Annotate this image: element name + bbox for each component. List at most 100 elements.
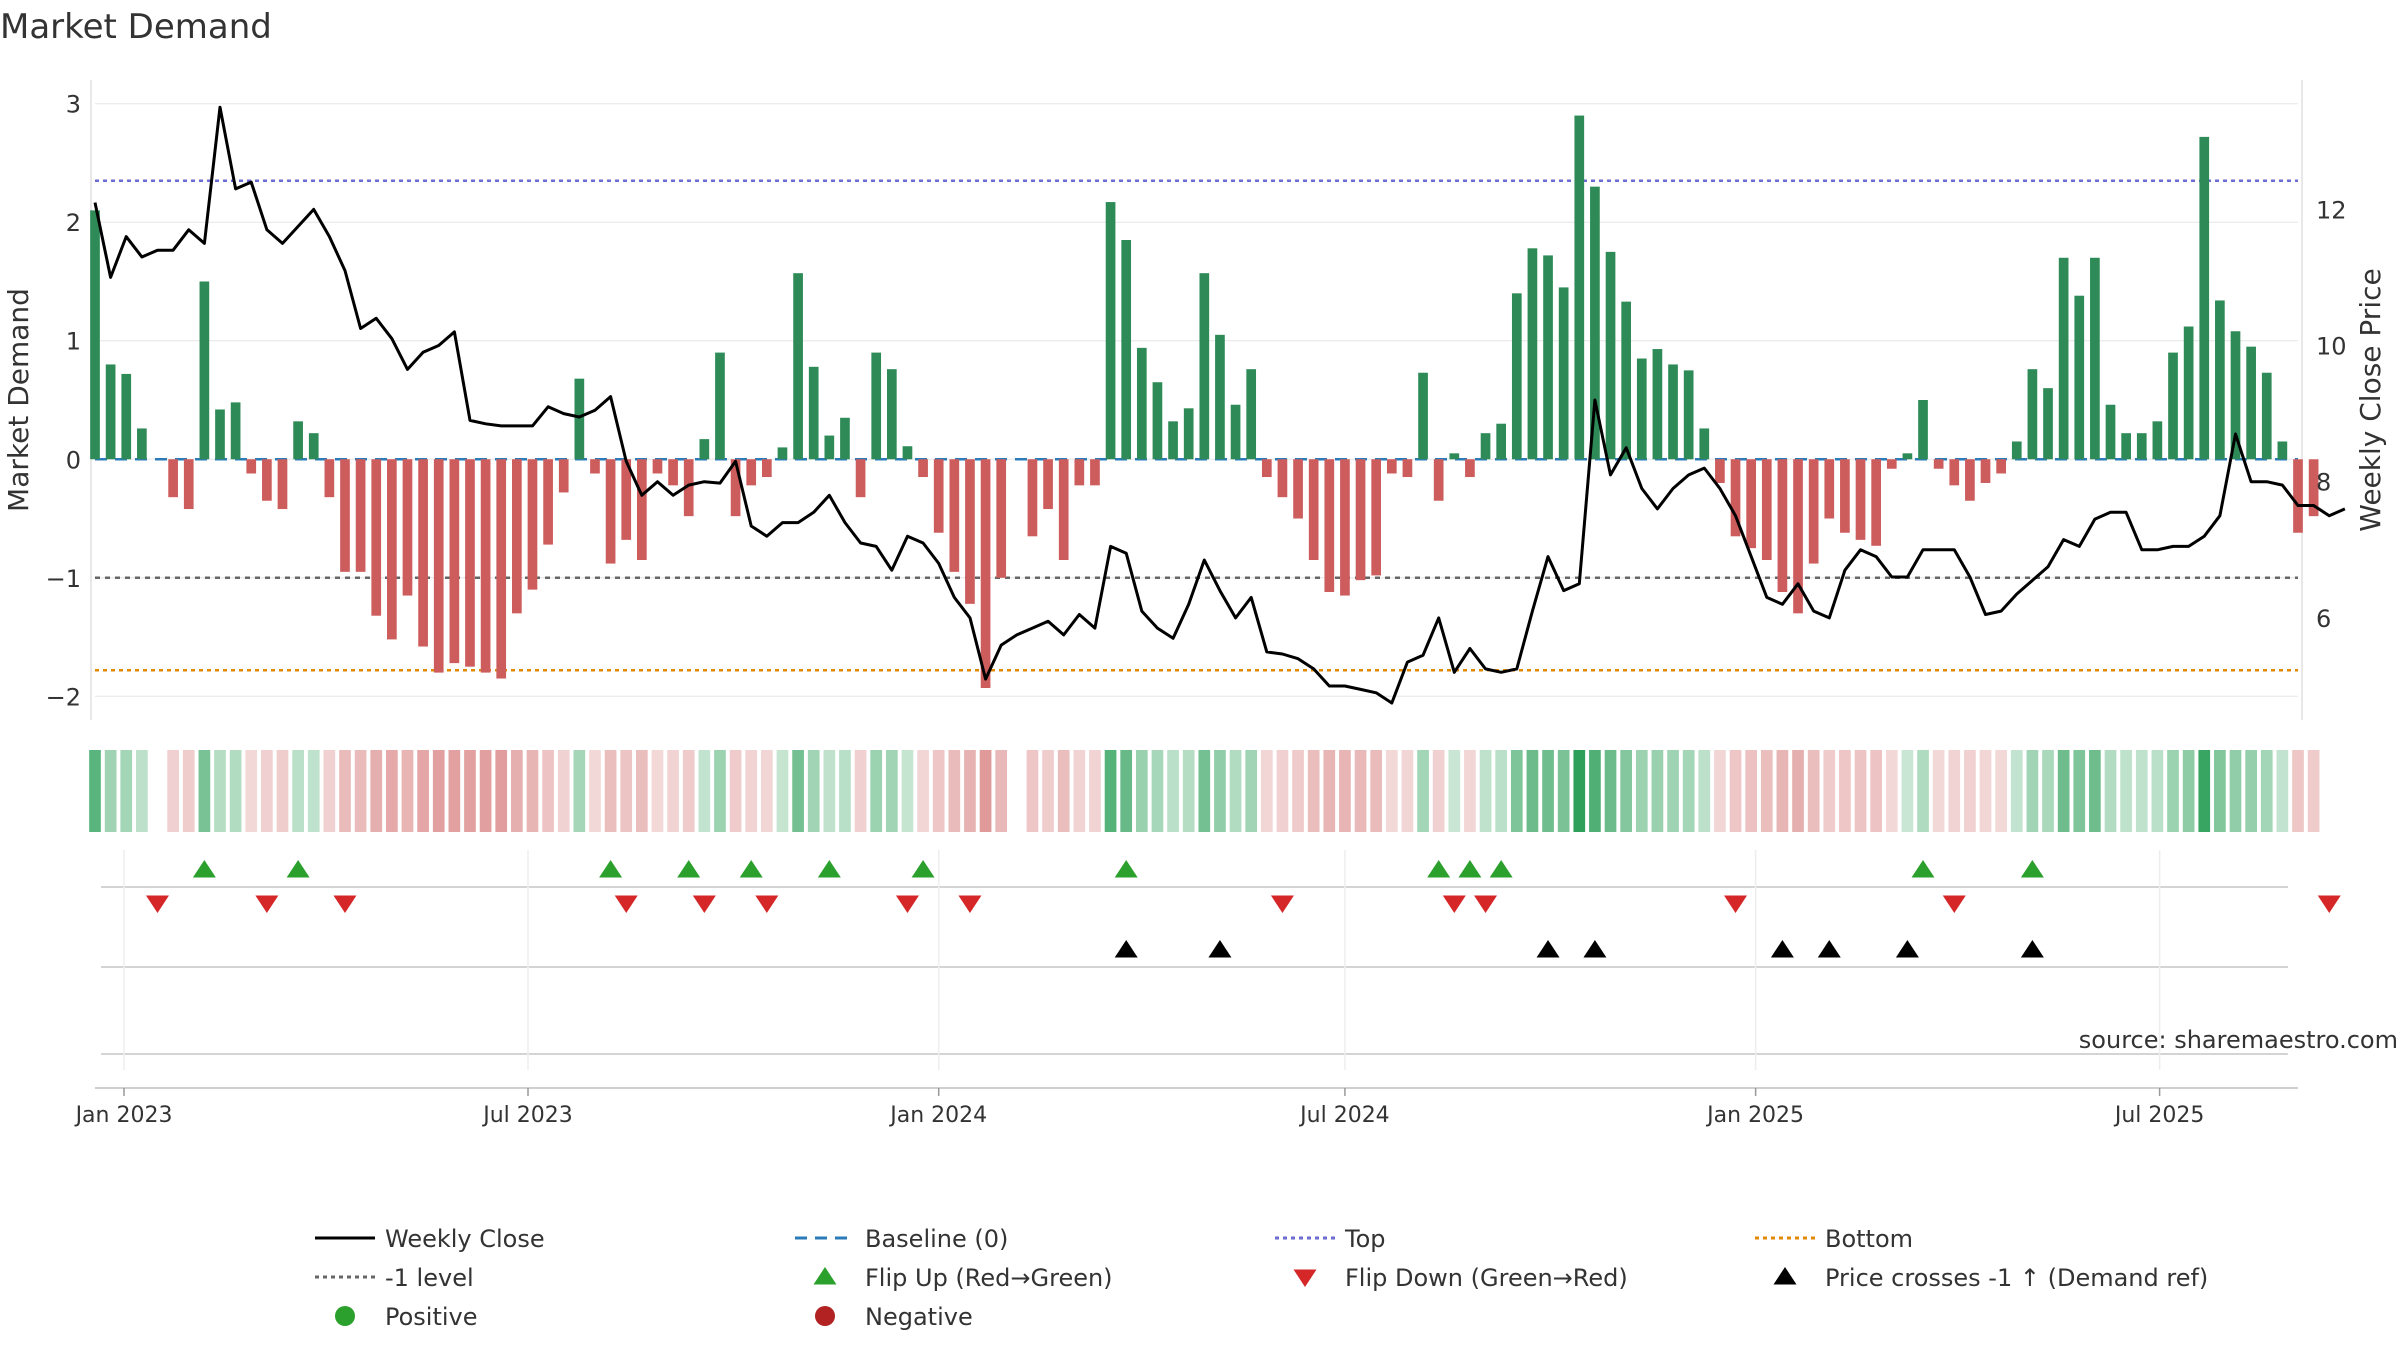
price-cross-marker (1536, 940, 1560, 958)
positive-bar (105, 364, 116, 460)
positive-bar (1230, 404, 1241, 460)
strip-cell (1214, 750, 1226, 832)
negative-bar (402, 459, 413, 596)
flip-down-marker (895, 895, 919, 913)
legend-bottom-label: Bottom (1825, 1225, 1913, 1253)
strip-cell (2120, 750, 2132, 832)
strip-cell (2245, 750, 2257, 832)
negative-bar (761, 459, 772, 478)
strip-cell (964, 750, 976, 832)
strip-cell (2026, 750, 2039, 832)
strip-cell (1260, 750, 1273, 832)
positive-bar (1918, 400, 1928, 460)
negative-bar (730, 459, 741, 517)
negative-bar (590, 459, 600, 474)
strip-cell (995, 750, 1008, 832)
x-tick-label: Jul 2023 (481, 1103, 573, 1128)
positive-bar (1105, 202, 1116, 460)
strip-cell (651, 750, 664, 832)
x-tick-label: Jul 2025 (2113, 1103, 2205, 1128)
positive-bar (886, 369, 897, 460)
y2-tick-label: 6 (2316, 605, 2331, 633)
positive-bar (2230, 331, 2241, 460)
positive-bar (2058, 257, 2069, 460)
positive-bar (199, 281, 210, 460)
positive-bar (777, 447, 788, 460)
strip-cell (557, 750, 570, 832)
strip-cell (1620, 750, 1633, 832)
strip-cell (1198, 750, 1211, 832)
legend-price-crosses-1-demand-ref-swatch (1773, 1267, 1797, 1285)
positive-bar (293, 421, 303, 460)
positive-bar (2121, 433, 2131, 460)
strip-cell (1479, 750, 1492, 832)
positive-bar (824, 435, 835, 460)
legend-flip-up-red-green-swatch (813, 1267, 837, 1285)
negative-bar (1933, 459, 1944, 469)
price-cross-marker (1770, 940, 1794, 958)
positive-bar (793, 273, 803, 460)
strip-cell (854, 750, 867, 832)
flip-up-marker (677, 860, 701, 878)
legend-top-label: Top (1344, 1225, 1386, 1253)
weekly-close-line (93, 105, 2346, 705)
strip-cell (714, 750, 726, 832)
strength-strip (89, 750, 2320, 832)
strip-cell (1651, 750, 1664, 832)
negative-bar (1761, 459, 1772, 560)
strip-cell (2104, 750, 2117, 832)
strip-cell (745, 750, 758, 832)
legend-positive-label: Positive (385, 1303, 478, 1331)
positive-bar (1215, 334, 1225, 460)
legend-1-level-label: -1 level (385, 1264, 474, 1292)
strip-cell (542, 750, 554, 832)
strip-cell (464, 750, 476, 832)
negative-bar (183, 459, 194, 510)
strip-cell (401, 750, 414, 832)
strip-cell (1604, 750, 1617, 832)
strip-cell (839, 750, 851, 832)
strip-cell (1042, 750, 1054, 832)
flip-up-marker (1911, 860, 1935, 878)
legend-positive-swatch (335, 1306, 355, 1326)
strip-cell (1870, 750, 1882, 832)
flip-up-marker (739, 860, 763, 878)
strip-cell (1729, 750, 1742, 832)
negative-bar (1871, 459, 1881, 546)
positive-bar (2277, 441, 2288, 460)
negative-bar (418, 459, 428, 647)
strip-cell (1776, 750, 1789, 832)
strip-cell (620, 750, 633, 832)
strip-cell (1354, 750, 1367, 832)
positive-bar (1168, 421, 1178, 460)
negative-bar (262, 459, 272, 501)
strip-cell (276, 750, 289, 832)
negative-bar (1386, 459, 1397, 474)
strip-cell (2198, 750, 2211, 832)
strip-cell (261, 750, 273, 832)
strip-cell (1557, 750, 1570, 832)
strip-cell (1073, 750, 1086, 832)
strip-cell (2089, 750, 2101, 832)
legend-flip-down-green-red-swatch (1293, 1269, 1317, 1287)
negative-bar (1308, 459, 1319, 560)
positive-bar (2043, 388, 2053, 460)
strip-cell (120, 750, 133, 832)
positive-bar (1152, 382, 1163, 460)
strip-cell (1995, 750, 2007, 832)
signal-rows (101, 850, 2341, 1070)
strip-cell (307, 750, 320, 832)
strip-cell (604, 750, 617, 832)
positive-bar (2011, 441, 2022, 460)
strip-cell (1760, 750, 1773, 832)
positive-bar (574, 378, 585, 460)
strip-cell (1917, 750, 1929, 832)
flip-down-marker (1442, 895, 1466, 913)
negative-bar (605, 459, 616, 564)
strip-cell (589, 750, 601, 832)
x-tick-label: Jan 2023 (74, 1103, 173, 1128)
strip-cell (1385, 750, 1398, 832)
strip-cell (1417, 750, 1429, 832)
negative-bar (1261, 459, 1272, 478)
strip-cell (1964, 750, 1976, 832)
